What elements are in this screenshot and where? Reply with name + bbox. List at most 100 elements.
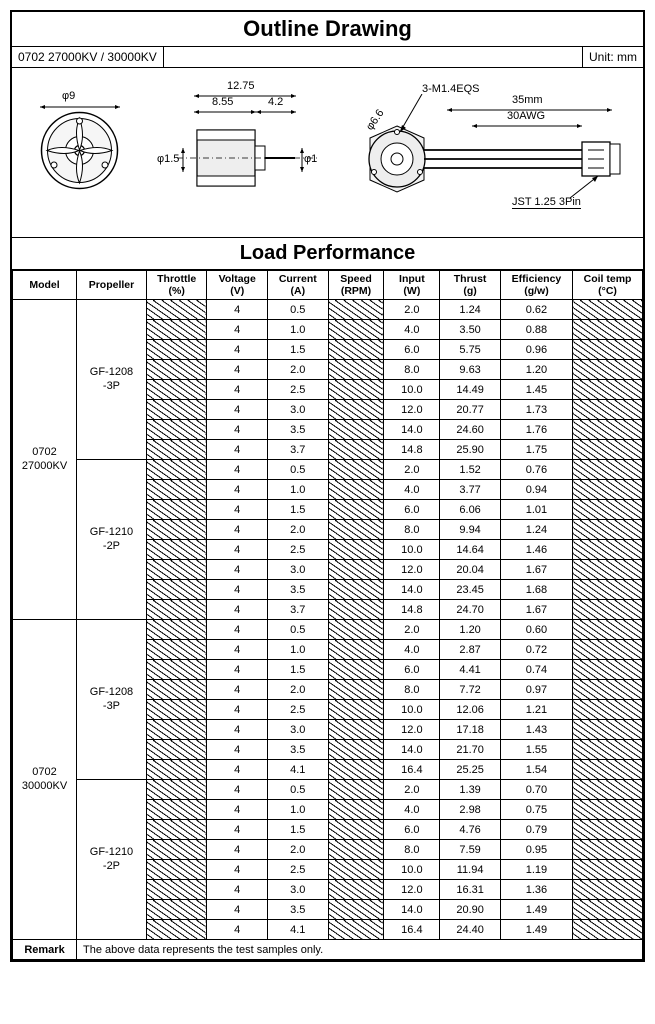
throttle-cell <box>146 920 207 940</box>
coil-temp-cell <box>573 580 643 600</box>
voltage-cell: 4 <box>207 860 268 880</box>
thrust-cell: 2.87 <box>440 640 501 660</box>
coil-temp-cell <box>573 420 643 440</box>
coil-temp-cell <box>573 860 643 880</box>
efficiency-cell: 1.55 <box>500 740 572 760</box>
remark-row: Remark The above data represents the tes… <box>13 940 643 960</box>
propeller-cell: GF-1208-3P <box>77 300 147 460</box>
current-cell: 1.5 <box>268 500 329 520</box>
coil-temp-cell <box>573 360 643 380</box>
table-row: 070227000KVGF-1208-3P40.52.01.240.62 <box>13 300 643 320</box>
thrust-cell: 14.64 <box>440 540 501 560</box>
current-cell: 1.0 <box>268 800 329 820</box>
voltage-cell: 4 <box>207 840 268 860</box>
dim-jst-leader <box>570 176 600 198</box>
efficiency-cell: 1.67 <box>500 560 572 580</box>
voltage-cell: 4 <box>207 440 268 460</box>
thrust-cell: 5.75 <box>440 340 501 360</box>
thrust-cell: 11.94 <box>440 860 501 880</box>
voltage-cell: 4 <box>207 540 268 560</box>
current-cell: 2.5 <box>268 540 329 560</box>
coil-temp-cell <box>573 720 643 740</box>
speed-cell <box>328 760 384 780</box>
throttle-cell <box>146 640 207 660</box>
hdr-efficiency: Efficiency(g/w) <box>500 271 572 300</box>
thrust-cell: 16.31 <box>440 880 501 900</box>
thrust-cell: 21.70 <box>440 740 501 760</box>
input-cell: 14.0 <box>384 420 440 440</box>
voltage-cell: 4 <box>207 700 268 720</box>
thrust-cell: 1.24 <box>440 300 501 320</box>
speed-cell <box>328 800 384 820</box>
load-performance-title: Load Performance <box>12 238 643 270</box>
speed-cell <box>328 560 384 580</box>
current-cell: 0.5 <box>268 780 329 800</box>
throttle-cell <box>146 800 207 820</box>
coil-temp-cell <box>573 760 643 780</box>
remark-text: The above data represents the test sampl… <box>77 940 643 960</box>
throttle-cell <box>146 320 207 340</box>
speed-cell <box>328 360 384 380</box>
speed-cell <box>328 340 384 360</box>
propeller-cell: GF-1210-2P <box>77 780 147 940</box>
voltage-cell: 4 <box>207 340 268 360</box>
input-cell: 2.0 <box>384 780 440 800</box>
current-cell: 1.0 <box>268 640 329 660</box>
dim-4-2: 4.2 <box>268 96 283 108</box>
coil-temp-cell <box>573 320 643 340</box>
voltage-cell: 4 <box>207 420 268 440</box>
current-cell: 3.0 <box>268 560 329 580</box>
coil-temp-cell <box>573 840 643 860</box>
current-cell: 2.5 <box>268 380 329 400</box>
throttle-cell <box>146 740 207 760</box>
throttle-cell <box>146 620 207 640</box>
voltage-cell: 4 <box>207 360 268 380</box>
dim-12-75: 12.75 <box>227 80 255 92</box>
outline-drawing-area: φ9 12.75 8.55 4.2 φ1.5 φ1 <box>12 68 643 238</box>
coil-temp-cell <box>573 460 643 480</box>
coil-temp-cell <box>573 660 643 680</box>
current-cell: 3.5 <box>268 420 329 440</box>
table-header-row: Model Propeller Throttle(%) Voltage(V) C… <box>13 271 643 300</box>
thrust-cell: 23.45 <box>440 580 501 600</box>
thrust-cell: 14.49 <box>440 380 501 400</box>
dim-4-2-line <box>256 108 296 116</box>
input-cell: 6.0 <box>384 820 440 840</box>
thrust-cell: 25.25 <box>440 760 501 780</box>
table-row: GF-1210-2P40.52.01.390.70 <box>13 780 643 800</box>
throttle-cell <box>146 760 207 780</box>
current-cell: 4.1 <box>268 760 329 780</box>
throttle-cell <box>146 780 207 800</box>
input-cell: 14.0 <box>384 900 440 920</box>
voltage-cell: 4 <box>207 760 268 780</box>
input-cell: 4.0 <box>384 320 440 340</box>
efficiency-cell: 1.20 <box>500 360 572 380</box>
input-cell: 8.0 <box>384 360 440 380</box>
thrust-cell: 17.18 <box>440 720 501 740</box>
throttle-cell <box>146 600 207 620</box>
input-cell: 10.0 <box>384 860 440 880</box>
dim-30awg-line <box>472 122 582 130</box>
speed-cell <box>328 540 384 560</box>
speed-cell <box>328 400 384 420</box>
speed-cell <box>328 620 384 640</box>
input-cell: 14.8 <box>384 600 440 620</box>
hdr-current: Current(A) <box>268 271 329 300</box>
voltage-cell: 4 <box>207 820 268 840</box>
model-variant-label: 0702 27000KV / 30000KV <box>12 47 164 67</box>
efficiency-cell: 1.73 <box>500 400 572 420</box>
thrust-cell: 1.52 <box>440 460 501 480</box>
efficiency-cell: 0.76 <box>500 460 572 480</box>
throttle-cell <box>146 340 207 360</box>
voltage-cell: 4 <box>207 740 268 760</box>
efficiency-cell: 0.79 <box>500 820 572 840</box>
input-cell: 10.0 <box>384 380 440 400</box>
efficiency-cell: 0.94 <box>500 480 572 500</box>
efficiency-cell: 1.76 <box>500 420 572 440</box>
current-cell: 3.0 <box>268 400 329 420</box>
efficiency-cell: 1.75 <box>500 440 572 460</box>
speed-cell <box>328 320 384 340</box>
thrust-cell: 12.06 <box>440 700 501 720</box>
throttle-cell <box>146 680 207 700</box>
input-cell: 12.0 <box>384 560 440 580</box>
